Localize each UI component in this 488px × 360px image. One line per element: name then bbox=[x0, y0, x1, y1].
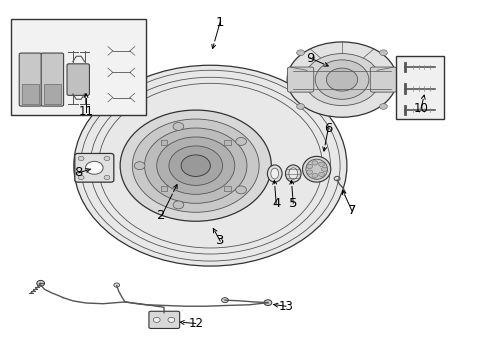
Text: 2: 2 bbox=[157, 210, 165, 222]
Bar bbox=[224, 140, 230, 145]
Bar bbox=[160, 186, 167, 192]
Circle shape bbox=[104, 156, 110, 161]
FancyBboxPatch shape bbox=[67, 64, 89, 95]
Circle shape bbox=[321, 167, 327, 171]
Circle shape bbox=[379, 50, 386, 55]
Circle shape bbox=[306, 170, 312, 174]
Text: 8: 8 bbox=[74, 166, 83, 179]
Circle shape bbox=[306, 164, 312, 168]
Bar bbox=[22, 84, 39, 104]
Ellipse shape bbox=[288, 168, 297, 179]
Text: 7: 7 bbox=[347, 204, 355, 217]
Circle shape bbox=[157, 137, 234, 194]
Ellipse shape bbox=[302, 156, 330, 182]
Circle shape bbox=[326, 68, 357, 91]
Circle shape bbox=[78, 156, 84, 161]
Circle shape bbox=[153, 318, 160, 322]
Text: 13: 13 bbox=[278, 300, 293, 313]
Text: 4: 4 bbox=[271, 197, 280, 210]
Bar bbox=[224, 186, 230, 192]
Text: 11: 11 bbox=[79, 105, 93, 118]
Text: 1: 1 bbox=[215, 16, 224, 29]
Circle shape bbox=[132, 119, 259, 212]
Circle shape bbox=[235, 186, 246, 194]
Ellipse shape bbox=[270, 168, 278, 179]
Circle shape bbox=[235, 138, 246, 145]
Circle shape bbox=[173, 122, 183, 130]
Text: 12: 12 bbox=[188, 317, 203, 330]
Bar bbox=[11, 19, 145, 116]
Circle shape bbox=[181, 155, 210, 176]
Circle shape bbox=[144, 128, 246, 203]
Ellipse shape bbox=[304, 54, 379, 105]
Circle shape bbox=[315, 60, 368, 99]
Ellipse shape bbox=[286, 42, 396, 117]
Circle shape bbox=[296, 50, 304, 55]
FancyBboxPatch shape bbox=[287, 67, 313, 92]
Circle shape bbox=[221, 298, 228, 303]
Text: 3: 3 bbox=[215, 234, 224, 247]
Circle shape bbox=[74, 65, 346, 266]
Circle shape bbox=[37, 280, 44, 286]
Text: 10: 10 bbox=[413, 102, 427, 115]
Circle shape bbox=[318, 162, 324, 166]
Ellipse shape bbox=[305, 159, 327, 179]
FancyBboxPatch shape bbox=[369, 67, 396, 92]
Circle shape bbox=[114, 283, 120, 287]
Circle shape bbox=[168, 146, 222, 185]
Ellipse shape bbox=[267, 165, 282, 182]
Text: 9: 9 bbox=[305, 51, 314, 64]
Circle shape bbox=[104, 175, 110, 180]
Circle shape bbox=[311, 161, 317, 165]
Circle shape bbox=[379, 104, 386, 109]
FancyBboxPatch shape bbox=[19, 53, 41, 106]
Text: 6: 6 bbox=[324, 122, 332, 135]
Circle shape bbox=[311, 174, 317, 178]
Circle shape bbox=[264, 300, 271, 306]
Bar bbox=[395, 56, 444, 119]
Circle shape bbox=[85, 161, 103, 174]
FancyBboxPatch shape bbox=[75, 153, 114, 182]
Text: 5: 5 bbox=[288, 197, 297, 210]
FancyBboxPatch shape bbox=[41, 53, 63, 106]
Circle shape bbox=[167, 318, 174, 322]
Circle shape bbox=[296, 104, 304, 109]
Circle shape bbox=[120, 110, 271, 221]
Circle shape bbox=[173, 201, 183, 209]
FancyBboxPatch shape bbox=[149, 311, 179, 328]
Circle shape bbox=[78, 175, 84, 180]
Ellipse shape bbox=[285, 165, 301, 182]
Bar bbox=[160, 140, 167, 145]
Circle shape bbox=[134, 162, 145, 170]
Circle shape bbox=[318, 172, 324, 176]
Bar bbox=[44, 84, 61, 104]
